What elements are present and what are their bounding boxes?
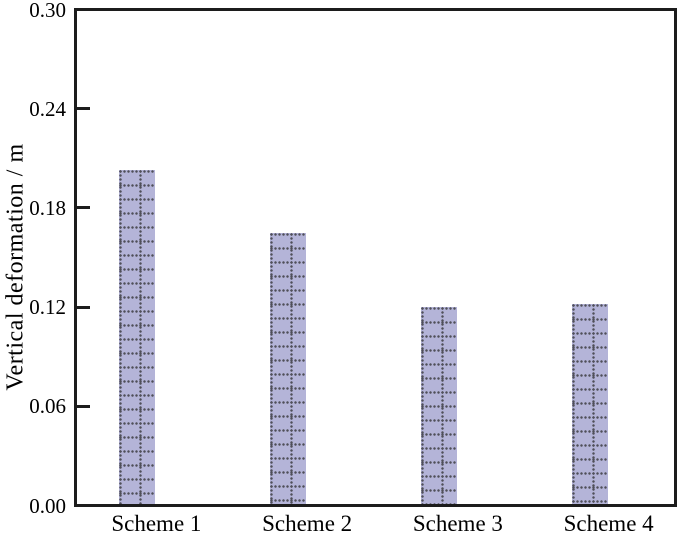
x-axis-label-scheme-2: Scheme 2 xyxy=(262,511,353,535)
x-axis-label-scheme-3: Scheme 3 xyxy=(412,511,503,535)
x-axis-label-scheme-1: Scheme 1 xyxy=(111,511,202,535)
bar-scheme-4 xyxy=(571,303,608,504)
y-axis-tick xyxy=(77,404,90,408)
bar-scheme-2 xyxy=(270,232,307,504)
y-axis-tick xyxy=(77,206,90,210)
y-axis-tick xyxy=(77,107,90,111)
y-axis-tick-label: 0.30 xyxy=(29,0,66,22)
y-axis-tick-label: 0.18 xyxy=(29,195,66,220)
y-axis-tick-label: 0.06 xyxy=(29,394,66,419)
x-axis-label-scheme-4: Scheme 4 xyxy=(563,511,654,535)
y-axis-tick-label: 0.12 xyxy=(29,295,66,320)
y-axis-tick xyxy=(77,305,90,309)
bar-scheme-3 xyxy=(420,307,457,504)
y-axis-tick-label: 0.00 xyxy=(29,493,66,518)
y-axis-tick-label: 0.24 xyxy=(29,96,66,121)
y-axis-title: Vertical deformation / m xyxy=(2,143,29,391)
bar-scheme-1 xyxy=(119,169,156,504)
